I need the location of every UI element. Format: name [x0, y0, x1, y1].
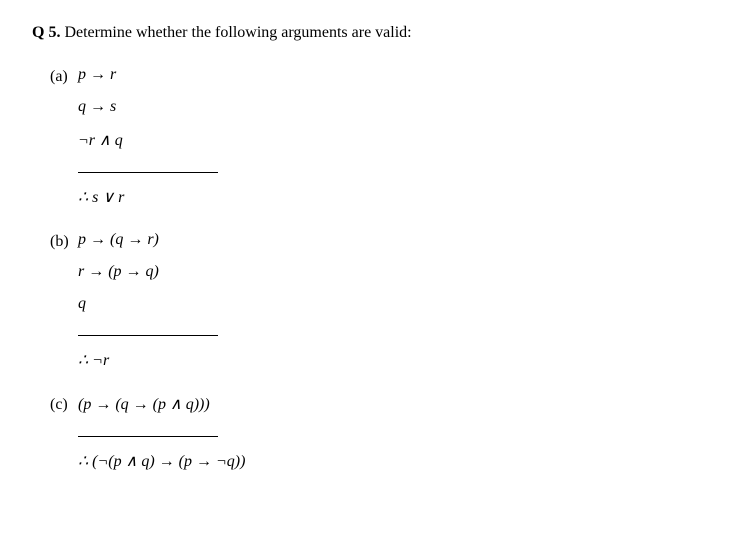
premise-line: ¬r ∧ q: [78, 130, 218, 150]
conclusion-line: ∴ ¬r: [78, 350, 218, 370]
part-c: (c) (p → (q → (p ∧ q))) ∴ (¬(p ∧ q) → (p…: [50, 394, 714, 471]
premise-line: q → s: [78, 98, 218, 116]
conclusion-line: ∴ (¬(p ∧ q) → (p → ¬q)): [78, 451, 245, 471]
inference-rule: [78, 436, 218, 437]
premise-line: q: [78, 295, 218, 313]
premise-line: (p → (q → (p ∧ q))): [78, 394, 245, 414]
question-number: Q 5.: [32, 24, 60, 41]
parts-container: (a) p → r q → s ¬r ∧ q ∴ s ∨ r (b) p → (…: [50, 66, 714, 471]
part-label: (b): [50, 231, 78, 251]
part-a: (a) p → r q → s ¬r ∧ q ∴ s ∨ r: [50, 66, 714, 207]
question-header: Q 5. Determine whether the following arg…: [32, 24, 714, 42]
part-label: (c): [50, 394, 78, 414]
part-body: (p → (q → (p ∧ q))) ∴ (¬(p ∧ q) → (p → ¬…: [78, 394, 245, 471]
premise-line: p → (q → r): [78, 231, 218, 249]
part-body: p → (q → r) r → (p → q) q ∴ ¬r: [78, 231, 218, 370]
inference-rule: [78, 172, 218, 173]
part-label: (a): [50, 66, 78, 86]
premise-line: p → r: [78, 66, 218, 84]
conclusion-line: ∴ s ∨ r: [78, 187, 218, 207]
part-b: (b) p → (q → r) r → (p → q) q ∴ ¬r: [50, 231, 714, 370]
premise-line: r → (p → q): [78, 263, 218, 281]
inference-rule: [78, 335, 218, 336]
question-text: Determine whether the following argument…: [64, 24, 411, 41]
part-body: p → r q → s ¬r ∧ q ∴ s ∨ r: [78, 66, 218, 207]
